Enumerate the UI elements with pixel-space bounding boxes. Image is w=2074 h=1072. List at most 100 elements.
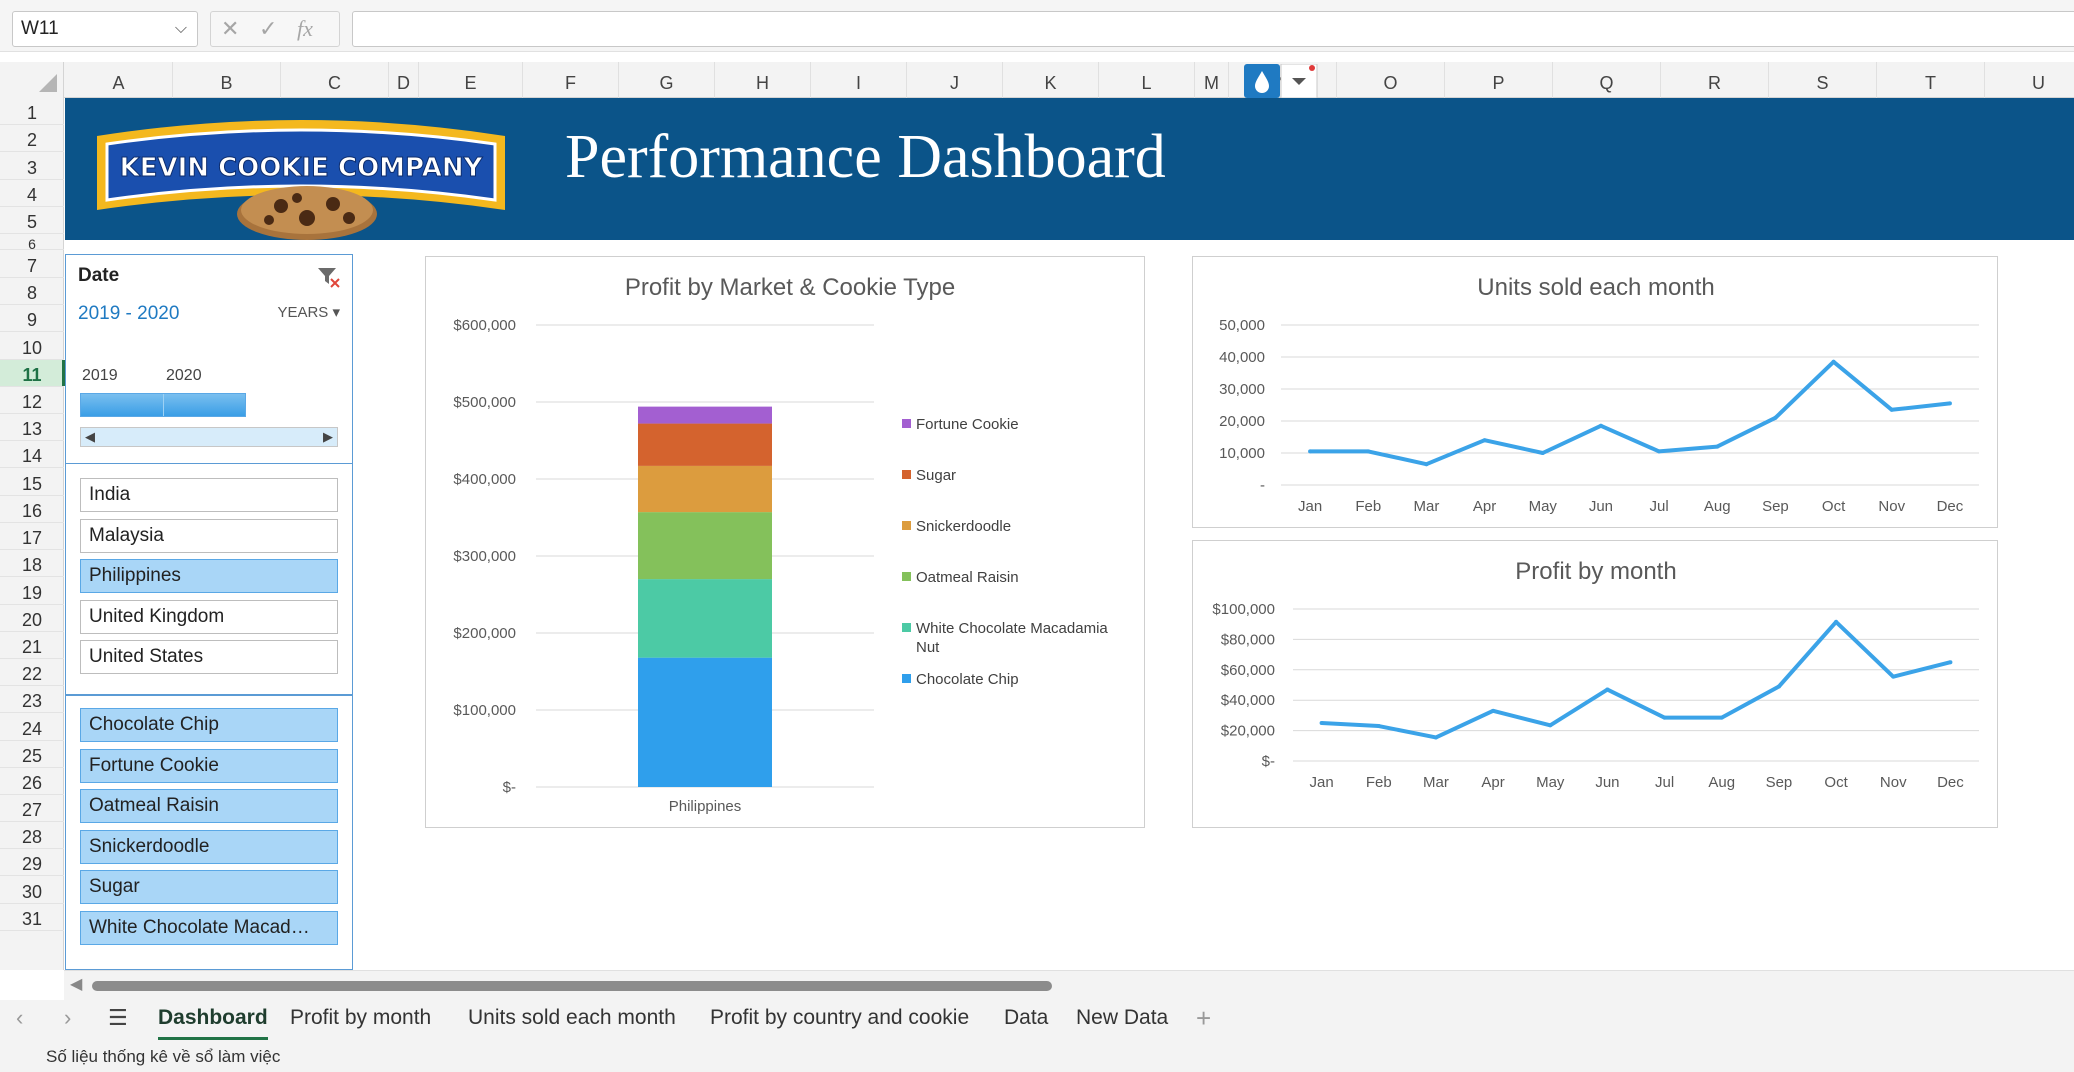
row-header-19[interactable]: 19	[0, 577, 64, 605]
row-header-4[interactable]: 4	[0, 180, 64, 207]
data-point-nov[interactable]	[1889, 407, 1894, 412]
row-header-27[interactable]: 27	[0, 795, 64, 822]
row-header-2[interactable]: 2	[0, 125, 64, 152]
data-point-sep[interactable]	[1773, 415, 1778, 420]
timeline-period-selector[interactable]: YEARS ▾	[277, 303, 340, 321]
data-point-apr[interactable]	[1491, 708, 1496, 713]
prev-sheet-icon[interactable]: ‹	[16, 1005, 24, 1030]
clear-filter-icon[interactable]	[316, 265, 342, 289]
row-header-16[interactable]: 16	[0, 496, 64, 523]
row-header-21[interactable]: 21	[0, 632, 64, 659]
slicer-item-white-chocolate-macad[interactable]: White Chocolate Macad…	[80, 910, 338, 945]
row-header-14[interactable]: 14	[0, 441, 64, 468]
row-header-23[interactable]: 23	[0, 686, 64, 713]
sheet-tab-profit-by-country-and-cookie[interactable]: Profit by country and cookie	[710, 1006, 970, 1029]
next-sheet-icon[interactable]: ›	[64, 1005, 72, 1030]
add-sheet-icon[interactable]: +	[1196, 1003, 1212, 1033]
data-point-may[interactable]	[1548, 723, 1553, 728]
row-header-13[interactable]: 13	[0, 414, 64, 441]
column-header-f[interactable]: F	[523, 62, 619, 98]
column-header-q[interactable]: Q	[1553, 62, 1661, 98]
row-header-24[interactable]: 24	[0, 713, 64, 741]
column-header-e[interactable]: E	[419, 62, 523, 98]
data-point-sep[interactable]	[1776, 684, 1781, 689]
column-header-c[interactable]: C	[281, 62, 389, 98]
slicer-item-chocolate-chip[interactable]: Chocolate Chip	[80, 708, 338, 742]
check-icon[interactable]: ✓	[259, 16, 278, 41]
data-point-apr[interactable]	[1482, 438, 1487, 443]
row-header-11[interactable]: 11	[0, 360, 65, 387]
row-header-20[interactable]: 20	[0, 605, 64, 632]
row-header-18[interactable]: 18	[0, 550, 64, 577]
row-header-30[interactable]: 30	[0, 876, 64, 904]
horizontal-scrollbar[interactable]: ◀	[64, 970, 2074, 1000]
bar-segment-oatmeal-raisin[interactable]	[638, 512, 772, 580]
slicer-item-oatmeal-raisin[interactable]: Oatmeal Raisin	[80, 789, 338, 823]
data-point-jan[interactable]	[1308, 449, 1313, 454]
row-header-29[interactable]: 29	[0, 849, 64, 876]
slicer-item-malaysia[interactable]: Malaysia	[80, 518, 338, 553]
profit-market-cookie-chart[interactable]: Profit by Market & Cookie Type $- $100,000…	[425, 256, 1145, 828]
column-header-g[interactable]: G	[619, 62, 715, 98]
column-header-k[interactable]: K	[1003, 62, 1099, 98]
sheet-tab-data[interactable]: Data	[1004, 1006, 1049, 1029]
data-point-jun[interactable]	[1598, 423, 1603, 428]
data-point-oct[interactable]	[1831, 359, 1836, 364]
row-header-3[interactable]: 3	[0, 152, 64, 180]
data-point-jan[interactable]	[1319, 721, 1324, 725]
row-header-6[interactable]: 6	[0, 234, 64, 252]
slicer-item-india[interactable]: India	[80, 478, 338, 512]
timeline-selection-bar[interactable]	[80, 393, 246, 417]
formula-input[interactable]	[352, 11, 2074, 47]
sheet-tab-units-sold-each-month[interactable]: Units sold each month	[468, 1006, 676, 1029]
column-header-m[interactable]: M	[1195, 62, 1229, 98]
column-header-l[interactable]: L	[1099, 62, 1195, 98]
row-header-25[interactable]: 25	[0, 741, 64, 768]
data-point-jul[interactable]	[1662, 715, 1667, 720]
data-point-jul[interactable]	[1657, 449, 1662, 454]
row-header-17[interactable]: 17	[0, 523, 64, 550]
row-header-7[interactable]: 7	[0, 250, 64, 278]
row-header-28[interactable]: 28	[0, 822, 64, 849]
bar-segment-sugar[interactable]	[638, 423, 772, 466]
column-header-i[interactable]: I	[811, 62, 907, 98]
data-point-dec[interactable]	[1948, 660, 1953, 665]
all-sheets-menu-icon[interactable]: ☰	[108, 1005, 128, 1030]
data-point-aug[interactable]	[1715, 444, 1720, 449]
column-header-u[interactable]: U	[1985, 62, 2074, 98]
row-header-5[interactable]: 5	[0, 207, 64, 234]
column-header-j[interactable]: J	[907, 62, 1003, 98]
cancel-icon[interactable]: ✕	[221, 16, 240, 41]
column-header-p[interactable]: P	[1445, 62, 1553, 98]
bar-segment-snickerdoodle[interactable]	[638, 465, 772, 513]
column-header-t[interactable]: T	[1877, 62, 1985, 98]
scroll-right-icon[interactable]: ▶	[323, 429, 333, 444]
slicer-item-philippines[interactable]: Philippines	[80, 559, 338, 593]
data-point-dec[interactable]	[1947, 401, 1952, 406]
row-header-8[interactable]: 8	[0, 278, 64, 305]
timeline-scrollbar[interactable]: ◀ ▶	[80, 427, 338, 447]
column-header-a[interactable]: A	[65, 62, 173, 98]
bar-segment-chocolate-chip[interactable]	[638, 657, 772, 787]
row-header-15[interactable]: 15	[0, 468, 64, 496]
name-box[interactable]: W11 ⌵	[12, 11, 198, 47]
row-header-12[interactable]: 12	[0, 387, 64, 414]
scroll-left-icon[interactable]: ◀	[85, 429, 95, 444]
data-point-mar[interactable]	[1433, 735, 1438, 740]
column-header-s[interactable]: S	[1769, 62, 1877, 98]
slicer-item-sugar[interactable]: Sugar	[80, 870, 338, 904]
data-point-mar[interactable]	[1424, 462, 1429, 467]
row-header-26[interactable]: 26	[0, 768, 64, 795]
column-header-o[interactable]: O	[1337, 62, 1445, 98]
date-timeline-slicer[interactable]: Date 2019 - 2020 YEARS ▾ 2019 2020 ◀ ▶	[65, 254, 353, 464]
series-line[interactable]	[1310, 359, 1951, 467]
sheet-tab-dashboard[interactable]: Dashboard	[158, 1000, 268, 1042]
scroll-thumb[interactable]	[92, 981, 1052, 991]
select-all-corner[interactable]	[0, 62, 64, 98]
slicer-item-snickerdoodle[interactable]: Snickerdoodle	[80, 829, 338, 864]
series-line[interactable]	[1321, 619, 1951, 740]
scroll-left-arrow-icon[interactable]: ◀	[70, 976, 83, 993]
row-header-1[interactable]: 1	[0, 98, 64, 125]
column-header-b[interactable]: B	[173, 62, 281, 98]
row-header-9[interactable]: 9	[0, 305, 64, 332]
